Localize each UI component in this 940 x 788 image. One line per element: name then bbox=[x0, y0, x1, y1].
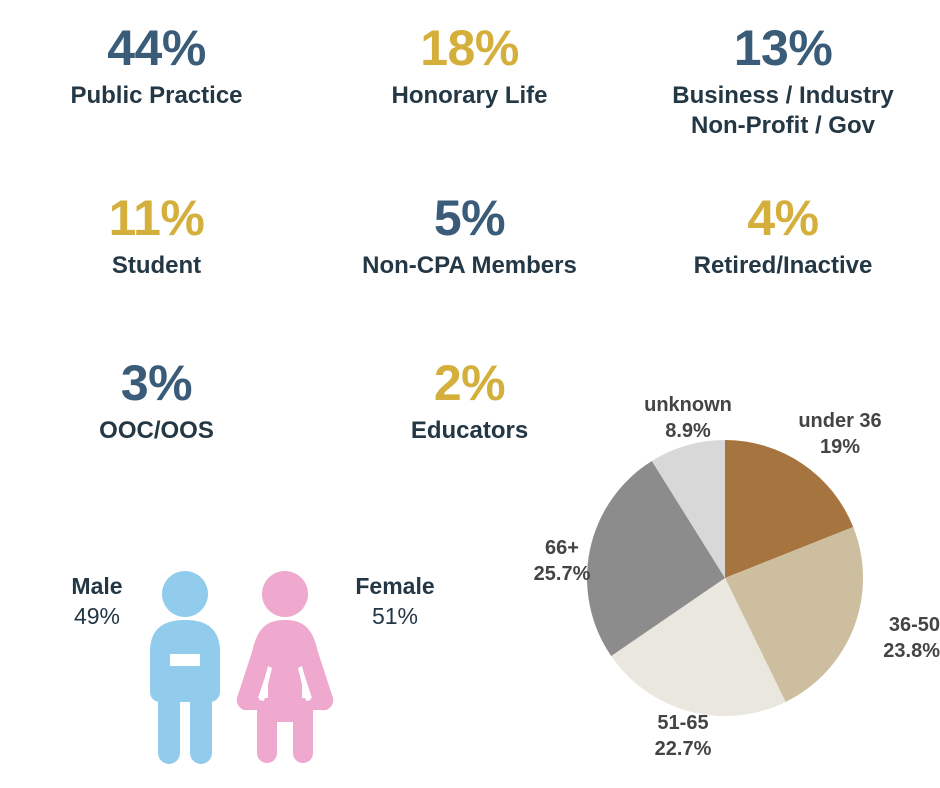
stat-value: 3% bbox=[120, 355, 193, 411]
stat-label: Educators bbox=[410, 416, 529, 444]
pie-label-66-plus: 66+ 25.7% bbox=[522, 535, 602, 587]
stat-label: Non-CPA Members bbox=[362, 251, 577, 279]
pie-label-percent: 22.7% bbox=[654, 738, 712, 760]
stat-value: 4% bbox=[747, 190, 819, 246]
stat-public-practice: 44% Public Practice bbox=[0, 18, 313, 188]
stat-label: Business / Industry Non-Profit / Gov bbox=[672, 81, 894, 140]
female-percent: 51% bbox=[371, 602, 419, 629]
male-name: Male bbox=[71, 573, 123, 599]
male-figure-icon bbox=[140, 570, 230, 770]
pie-label-51-65: 51-65 22.7% bbox=[628, 710, 738, 762]
stat-label: Student bbox=[111, 251, 202, 279]
pie-label-percent: 8.9% bbox=[665, 420, 711, 442]
pie-slice bbox=[611, 578, 786, 716]
female-figure-icon bbox=[235, 570, 335, 770]
pie-label-percent: 23.8% bbox=[883, 640, 940, 662]
stat-value: 5% bbox=[433, 190, 506, 246]
pie-slice bbox=[651, 440, 725, 578]
female-name: Female bbox=[355, 573, 435, 599]
pie-slice bbox=[725, 527, 863, 702]
stat-value: 13% bbox=[733, 20, 833, 76]
male-percent: 49% bbox=[73, 602, 121, 629]
stat-honorary-life: 18% Honorary Life bbox=[313, 18, 626, 188]
pie-label-unknown: unknown 8.9% bbox=[618, 392, 758, 444]
stat-business-industry: 13% Business / Industry Non-Profit / Gov bbox=[626, 18, 940, 188]
stat-value: 2% bbox=[433, 355, 506, 411]
pie-label-percent: 25.7% bbox=[533, 563, 591, 585]
stat-label: Honorary Life bbox=[391, 81, 548, 109]
pie-slice bbox=[725, 440, 854, 578]
pie-label-name: unknown bbox=[644, 394, 732, 416]
female-label: Female 51% bbox=[330, 572, 460, 632]
pie-label-percent: 19% bbox=[819, 436, 861, 458]
stat-educators: 2% Educators bbox=[313, 353, 626, 503]
stat-non-cpa-members: 5% Non-CPA Members bbox=[313, 188, 626, 353]
stat-ooc-oos: 3% OOC/OOS bbox=[0, 353, 313, 503]
membership-stats-grid: 44% Public Practice 18% Honorary Life 13… bbox=[0, 18, 940, 503]
pie-label-36-50: 36-50 23.8% bbox=[850, 612, 940, 664]
pie-slice bbox=[587, 460, 725, 657]
pie-label-under-36: under 36 19% bbox=[770, 408, 910, 460]
age-distribution-pie-chart: unknown 8.9% under 36 19% 36-50 23.8% 51… bbox=[520, 380, 940, 780]
stat-label: OOC/OOS bbox=[99, 416, 214, 444]
stat-value: 18% bbox=[420, 20, 519, 76]
stat-label: Public Practice bbox=[70, 81, 243, 109]
pie-label-name: under 36 bbox=[798, 410, 882, 432]
pie-label-name: 66+ bbox=[545, 537, 579, 559]
stat-value: 44% bbox=[107, 20, 206, 76]
pie-svg bbox=[587, 440, 863, 716]
male-label: Male 49% bbox=[42, 572, 152, 632]
pie-label-name: 36-50 bbox=[888, 614, 940, 636]
stat-retired-inactive: 4% Retired/Inactive bbox=[626, 188, 940, 353]
stat-label: Retired/Inactive bbox=[693, 251, 873, 279]
stat-value: 11% bbox=[108, 190, 205, 246]
pie-label-name: 51-65 bbox=[657, 712, 709, 734]
gender-breakdown: Male 49% Female 51% bbox=[30, 560, 500, 775]
stat-student: 11% Student bbox=[0, 188, 313, 353]
